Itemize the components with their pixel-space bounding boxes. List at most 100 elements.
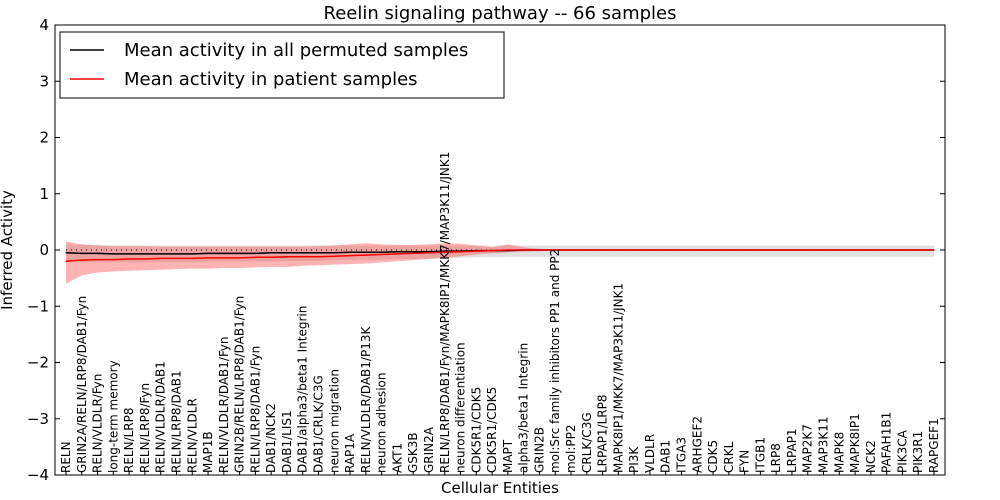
data-point (349, 251, 351, 253)
legend-label-permuted: Mean activity in all permuted samples (124, 40, 468, 61)
x-tick-label: RELN/LRP8/DAB1/Fyn (248, 346, 262, 473)
y-axis-label: Inferred Activity (0, 190, 16, 310)
data-point (538, 249, 541, 251)
x-tick-label: MAPK8 (832, 432, 846, 473)
data-point (428, 251, 430, 253)
x-tick-label: PIK3CA (895, 429, 909, 473)
data-point (286, 256, 288, 258)
x-tick-label: RELN/LRP8/DAB1 (169, 370, 183, 473)
data-point (791, 249, 793, 251)
data-point (586, 249, 588, 251)
x-tick-label: ARHGEF2 (690, 416, 704, 473)
x-tick-label: DAB1 (659, 440, 673, 473)
data-point (554, 249, 556, 251)
data-point (302, 252, 304, 254)
data-point (112, 253, 114, 255)
x-tick-label: RELN/VLDLR/DAB1/Fyn (217, 337, 231, 473)
data-point (128, 253, 130, 255)
data-point (475, 250, 477, 252)
x-tick-label: MAP2K7 (801, 424, 815, 473)
data-point (412, 251, 414, 253)
data-point (349, 255, 351, 257)
x-tick-label: DAB1/alpha3/beta1 Integrin (296, 306, 310, 473)
data-point (286, 252, 288, 254)
data-point (81, 252, 83, 254)
x-tick-label: neuron adhesion (375, 372, 389, 473)
x-tick-label: MAPK8IP1/MKK7/MAP3K11/JNK1 (611, 283, 625, 473)
x-tick-label: GRIN2A (422, 426, 436, 473)
data-point (665, 249, 667, 251)
chart-title: Reelin signaling pathway -- 66 samples (324, 3, 677, 24)
x-tick-label: CDK5 (706, 440, 720, 473)
x-tick-label: alpha3/beta1 Integrin (517, 343, 531, 473)
data-point (744, 249, 746, 251)
data-point (807, 249, 809, 251)
data-point (602, 249, 604, 251)
data-point (412, 252, 414, 254)
x-tick-label: RAPGEF1 (927, 418, 941, 473)
data-point (886, 249, 888, 251)
plot-frame (54, 24, 946, 476)
x-tick-label: CDK5R1/CDK5 (485, 387, 499, 473)
patient-mean-line (65, 249, 934, 263)
data-point (160, 253, 162, 255)
x-tick-label: GSK3B (406, 432, 420, 473)
y-tick-label: −1 (27, 297, 49, 315)
data-point (317, 252, 320, 254)
data-point (901, 249, 904, 251)
data-point (680, 249, 683, 251)
data-point (81, 259, 83, 261)
x-tick-label: AKT1 (390, 443, 404, 473)
data-point (175, 253, 178, 255)
x-tick-label: ITGB1 (753, 437, 767, 473)
data-point (97, 252, 99, 254)
x-tick-label: RELN/LRP8/DAB1/Fyn/MAPK8IP1/MKK7/MAP3K11… (438, 152, 452, 473)
x-axis-label: Cellular Entities (441, 479, 559, 497)
data-point (696, 249, 698, 251)
legend-label-patient: Mean activity in patient samples (124, 69, 418, 90)
y-tick-label: 3 (39, 72, 49, 90)
data-point (65, 252, 67, 254)
series-lines (65, 249, 935, 263)
data-point (254, 256, 256, 258)
data-point (396, 251, 398, 253)
data-point (822, 249, 825, 251)
x-tick-label: DAB1/LIS1 (280, 410, 294, 473)
data-point (239, 252, 241, 254)
y-tick-label: 2 (39, 129, 49, 147)
data-point (459, 251, 462, 253)
data-point (223, 257, 225, 259)
data-point (712, 249, 714, 251)
data-point (649, 249, 651, 251)
data-point (365, 254, 367, 256)
x-tick-label: PIK3R1 (911, 431, 925, 473)
x-tick-label: long-term memory (106, 360, 120, 473)
data-point (239, 257, 241, 259)
data-point (838, 249, 840, 251)
data-point (633, 249, 635, 251)
x-tick-label: MAP3K11 (817, 416, 831, 473)
data-point (302, 256, 304, 258)
data-point (270, 252, 272, 254)
data-point (333, 255, 335, 257)
x-tick-label: CRKL (722, 441, 736, 473)
x-tick-label: neuron differentiation (454, 342, 468, 473)
data-point (97, 259, 99, 261)
x-axis: RELN GRIN2A/RELN/LRP8/DAB1/Fyn RELN/VLDLR/… (59, 152, 941, 475)
data-point (381, 253, 383, 256)
y-tick-label: 0 (39, 241, 49, 259)
x-tick-label: GRIN2A/RELN/LRP8/DAB1/Fyn (75, 296, 89, 473)
data-point (933, 249, 935, 251)
x-tick-label: RELN/VLDLR/DAB1/P13K (359, 326, 373, 473)
data-point (317, 256, 320, 258)
y-tick-label: −4 (27, 466, 49, 484)
x-tick-label: DAB1/NCK2 (264, 403, 278, 473)
data-point (144, 258, 146, 260)
data-point (112, 259, 114, 261)
x-tick-label: RELN (59, 441, 73, 473)
x-tick-label: PAFAH1B1 (880, 412, 894, 473)
x-tick-label: LRPAP1 (785, 428, 799, 473)
x-tick-label: NCK2 (864, 440, 878, 473)
x-tick-label: MAP1B (201, 431, 215, 473)
